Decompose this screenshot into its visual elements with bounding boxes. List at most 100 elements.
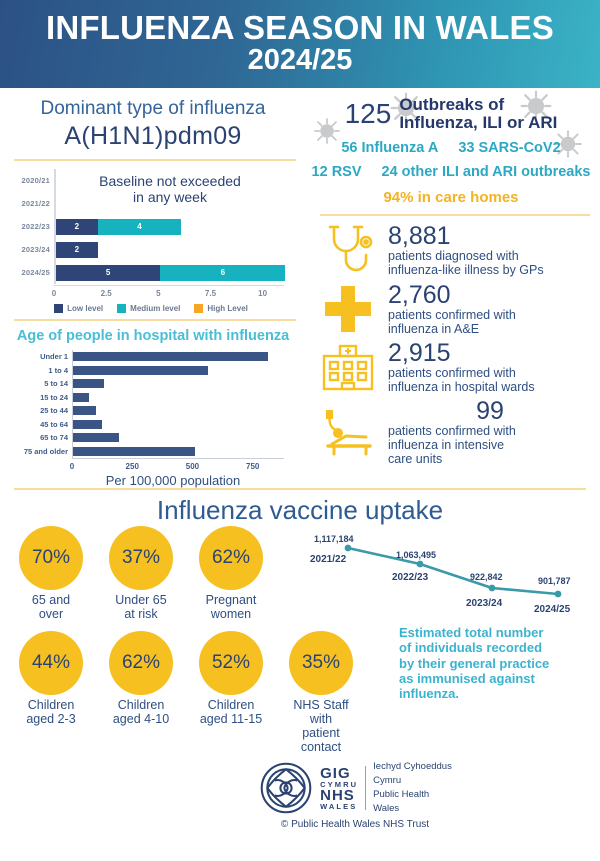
vaccine-uptake-label-line: contact [300,740,342,754]
outbreak-other: 24 other ILI and ARI outbreaks [381,163,591,180]
outbreaks-care-homes: 94% in care homes [383,188,519,206]
vaccine-uptake-label-line: Children [27,698,75,712]
age-bar [73,365,208,375]
stacked-bar-legend: Low level Medium level High Level [4,304,298,313]
logo-cymru: CYMRU [320,779,359,789]
age-bar-row: 65 to 74 [40,431,284,445]
outbreaks-title-line2: Influenza, ILI or ARI [399,112,558,132]
age-chart: Age of people in hospital with influenza… [0,325,306,488]
outbreaks-count: 125 [344,97,392,129]
age-x-tick: 250 [125,462,139,471]
age-x-tick: 0 [69,462,75,471]
stacked-bar-plot-area: 2020/21 2021/22 2022/23 2 4 2023/24 2 2024/25 5 6 [21,169,286,284]
age-bar [73,446,195,456]
vaccine-circle-row-2: 44% Children aged 2-3 62% Children aged 4-10 5… [6,631,385,754]
age-x-tick: 500 [185,462,200,471]
age-bar-track [72,417,284,431]
trend-year-label: 2023/24 [466,598,503,609]
legend-swatch [194,304,204,313]
vaccine-uptake-label: Children aged 11-15 [186,698,276,726]
trend-year-label: 2021/22 [310,554,347,565]
trend-value-label: 901,787 [538,576,571,586]
stacked-bar-category-label: 2020/21 [21,176,50,185]
vaccine-uptake-label-line: aged 11-15 [199,712,263,726]
estimated-total-line: Estimated total number [399,625,544,640]
age-bar-track [72,377,284,391]
stacked-bar-x-tick: 10 [258,289,268,298]
trend-data-point [416,560,424,568]
age-bar [73,379,105,389]
vaccine-uptake-item: 44% Children aged 2-3 [6,631,96,754]
stacked-bar-segment: 2 [56,241,98,258]
vaccine-uptake-label-line: NHS Staff [293,698,349,712]
stat-wards-text: 2,915 patients confirmed with influenza … [388,338,592,395]
estimated-total-line: of individuals recorded [399,640,543,656]
legend-label: High Level [207,304,248,313]
stat-icu-text: 99 patients confirmed with influenza in … [388,397,592,467]
stethoscope-icon [316,222,380,278]
stat-icu-desc: patients confirmed with influenza in int… [388,424,592,466]
baseline-note: Baseline not exceeded in any week [70,173,270,205]
left-column: Dominant type of influenza A(H1N1)pdm09 … [0,88,306,488]
vaccine-uptake-label-line: Children [117,698,165,712]
vaccine-uptake-item: 70% 65 and over [6,526,96,621]
stat-wards-desc-line2: influenza in hospital wards [388,380,535,395]
stat-icu-number: 99 [476,397,504,426]
age-chart-title: Age of people in hospital with influenza [16,328,290,344]
vaccine-uptake-item: 37% Under 65 at risk [96,526,186,621]
age-chart-plot-area: Under 1 1 to 4 5 to 14 15 to 24 25 to 44 45 t… [24,350,284,458]
stat-gp-desc-line1: patients diagnosed with [388,248,519,263]
stacked-bar-x-axis: 0 2.5 5 7.5 10 [52,285,284,303]
estimated-total-line: influenza. [399,686,459,702]
divider-vaccine-section [14,488,586,490]
age-bar-row: 25 to 44 [40,404,284,418]
baseline-note-line1: Baseline not exceeded [99,173,241,189]
vaccine-uptake-label-line: patient [302,726,340,740]
vaccine-uptake-label: Children aged 4-10 [96,698,186,726]
gig-nhs-wordmark: GIG CYMRU NHS WALES [320,766,358,811]
celtic-knot-logo-icon [260,762,312,814]
vaccine-uptake-label-line: with [309,712,333,726]
page-header: INFLUENZA SEASON IN WALES 2024/25 [0,0,600,88]
age-bar [73,433,119,443]
virus-icon [554,130,582,158]
vaccine-uptake-label-line: Children [207,698,255,712]
vaccine-uptake-item: 52% Children aged 11-15 [186,631,276,754]
stacked-bar-segment: 6 [160,264,286,281]
legend-swatch [117,304,127,313]
stacked-bar-category-label: 2023/24 [21,245,50,254]
logo-gig: GIG [320,764,351,782]
stacked-bar-segment: 2 [56,218,98,235]
vaccine-uptake-label: 65 and over [6,593,96,621]
vaccine-uptake-label: Pregnant women [186,593,276,621]
stat-ae-confirmed: 2,760 patients confirmed with influenza … [306,280,600,338]
phw-logo-row: GIG CYMRU NHS WALES Iechyd Cyhoeddus Cym… [258,760,452,816]
vaccine-uptake-percent: 62% [109,631,173,695]
age-category-label: 15 to 24 [40,392,68,402]
vaccine-circle-row-1: 70% 65 and over 37% Under 65 at risk 62% Pregna… [6,526,385,621]
estimated-total-note: Estimated total number of individuals rec… [385,621,600,702]
copyright-text: © Public Health Wales NHS Trust [280,819,430,830]
stat-ae-number: 2,760 [388,280,451,309]
stacked-bar-category-label: 2022/23 [21,222,50,231]
stat-ae-desc-line2: influenza in A&E [388,321,480,336]
stacked-bar-x-tick: 2.5 [100,289,112,298]
phw-logo-block: GIG CYMRU NHS WALES Iechyd Cyhoeddus Cym… [110,754,600,830]
stat-gp-diagnosed: 8,881 patients diagnosed with influenza-… [306,220,600,280]
stacked-bar-row: 2020/21 [21,169,284,192]
age-chart-x-axis: 0 250 500 750 [69,458,284,474]
outbreaks-title: Outbreaks of Influenza, ILI or ARI [399,96,557,132]
vaccine-uptake-label-line: women [210,607,252,621]
logo-welsh-line1: Iechyd Cyhoeddus [373,761,452,773]
age-bar-track [72,431,284,445]
estimated-total-line: by their general practice [399,655,550,671]
age-category-label: 1 to 4 [48,365,68,375]
vaccine-uptake-item: 62% Children aged 4-10 [96,631,186,754]
phw-logo-words: GIG CYMRU NHS WALES Iechyd Cyhoeddus Cym… [320,760,452,815]
vaccine-uptake-label-line: over [38,607,64,621]
immunisation-trend-chart: 1,117,184 2021/22 1,063,495 2022/23 922,842 2… [310,526,600,621]
age-bar [73,352,269,362]
stat-wards-number: 2,915 [388,338,451,367]
logo-english-line2: Wales [373,802,400,814]
vaccine-uptake-label: Under 65 at risk [96,593,186,621]
